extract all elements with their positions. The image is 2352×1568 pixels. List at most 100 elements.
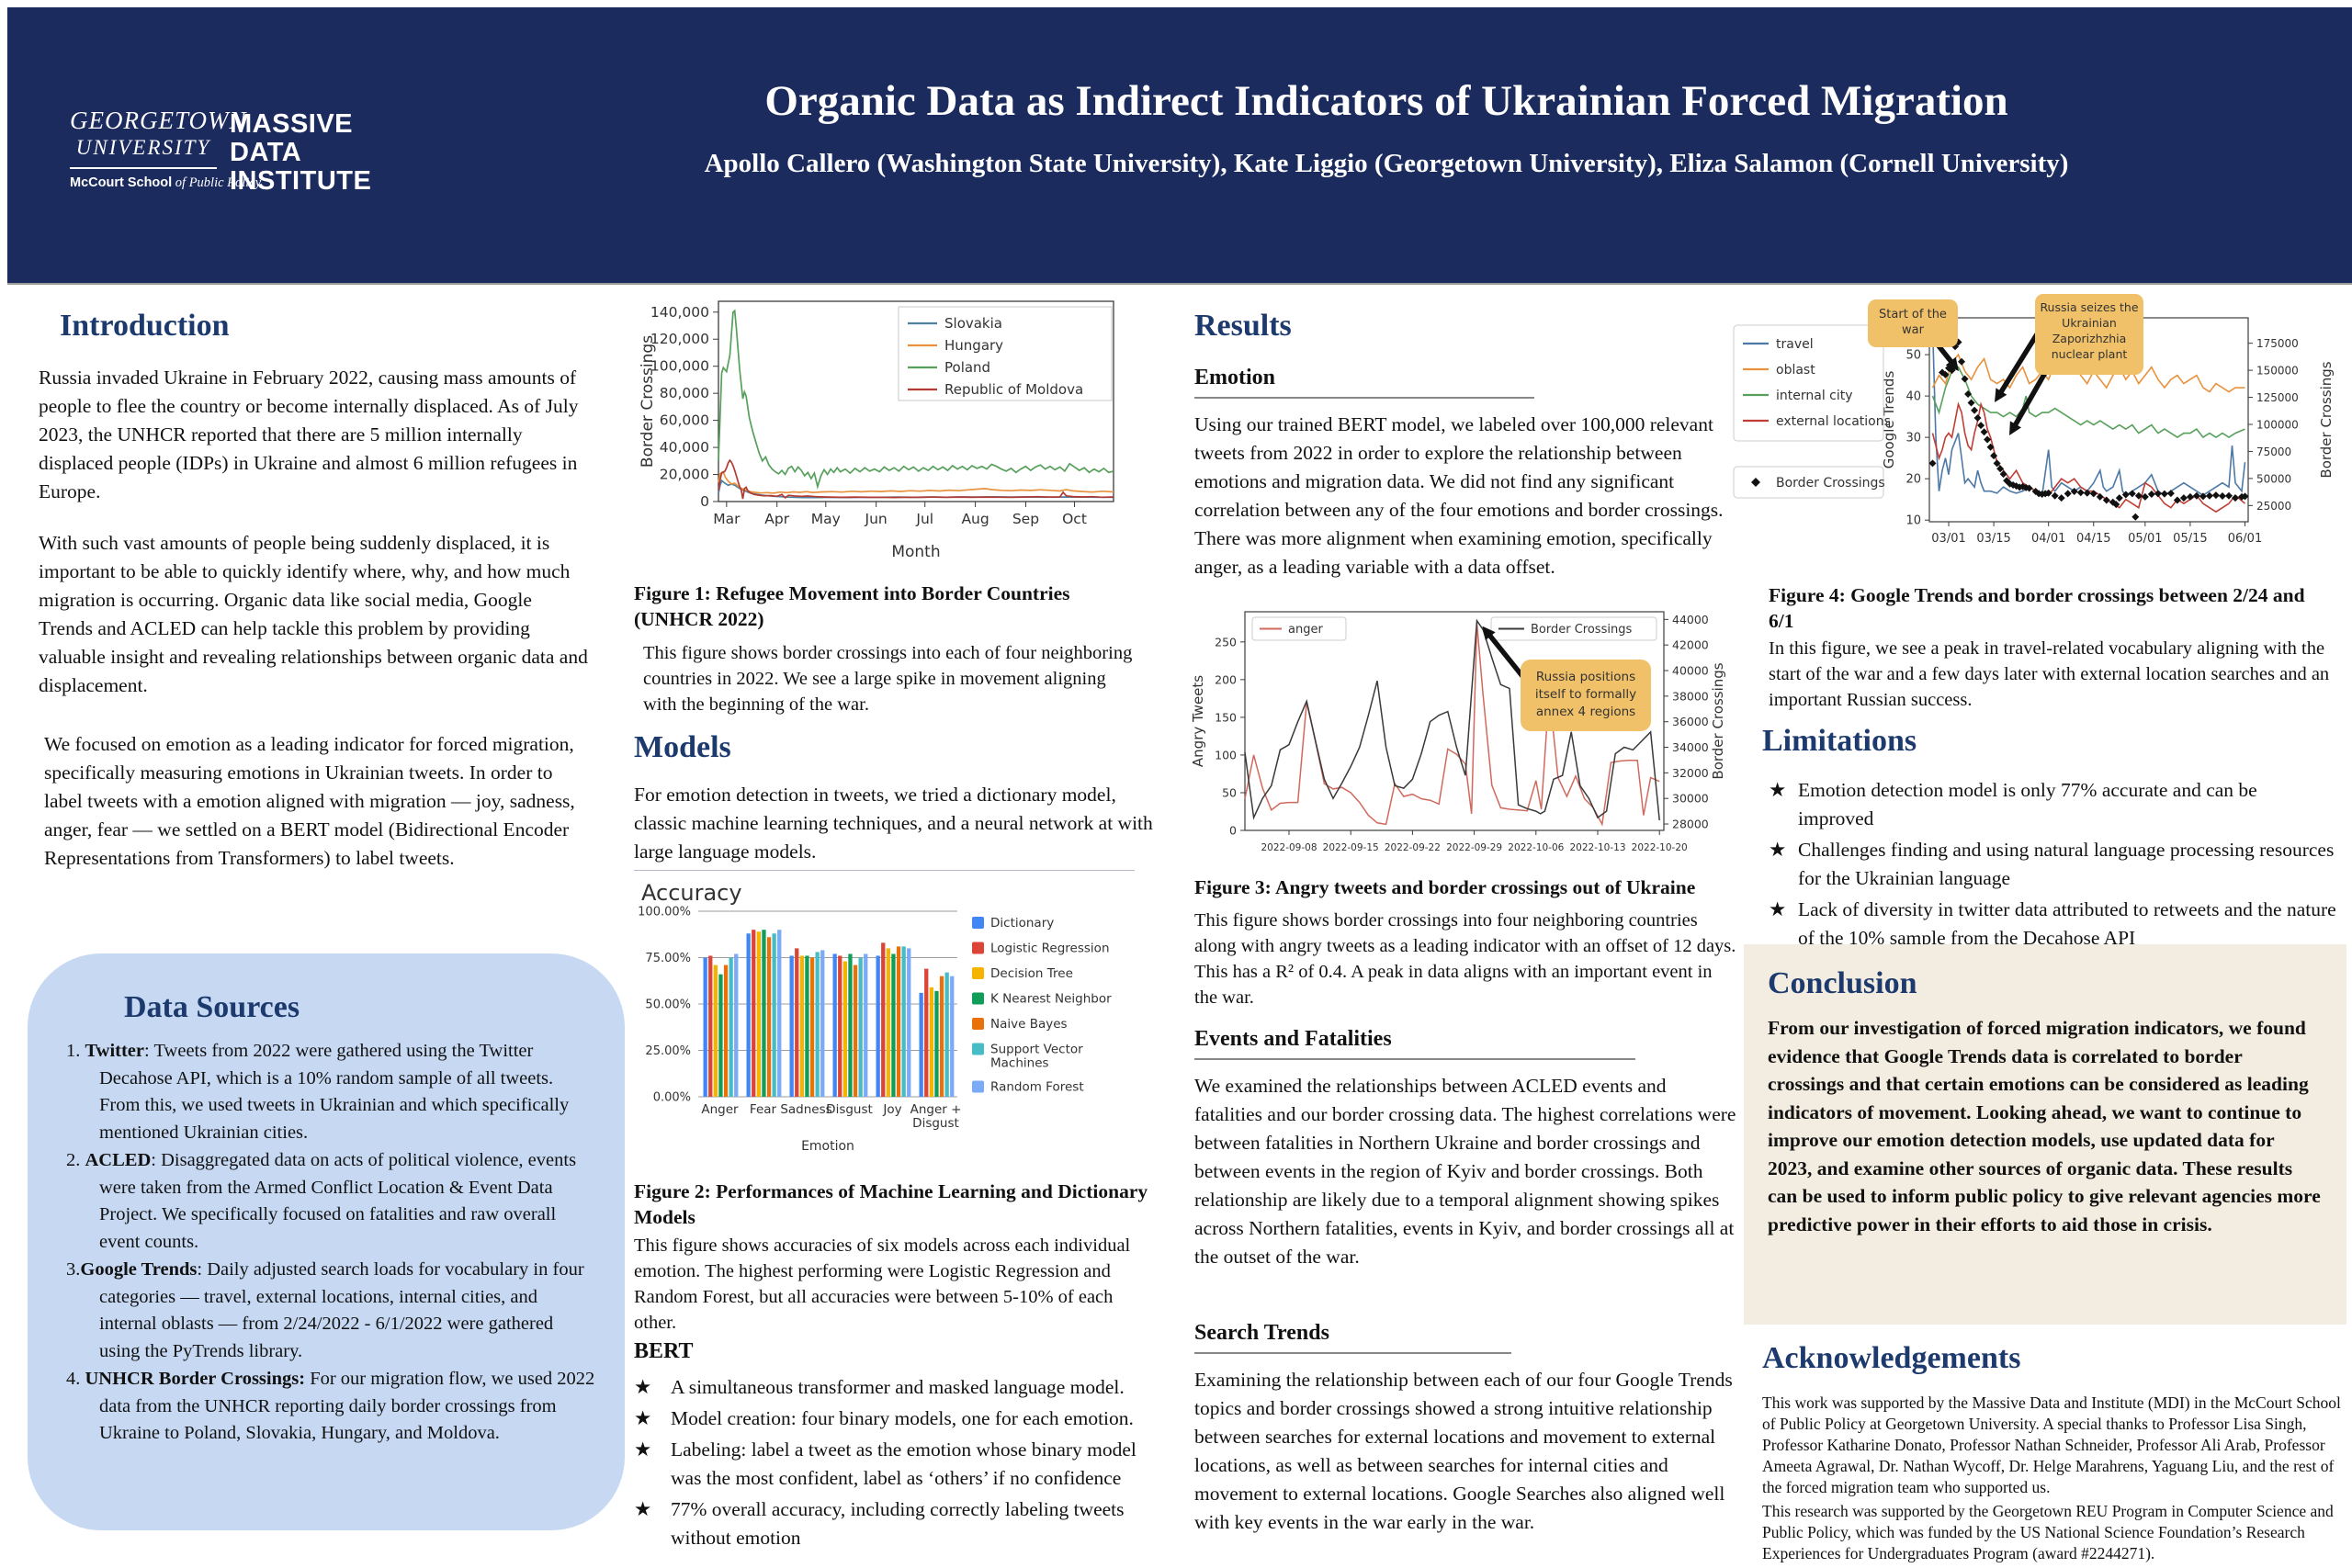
bert-bullet-3: ★ Labeling: label a tweet as the emotion … <box>634 1436 1165 1493</box>
svg-text:annex 4 regions: annex 4 regions <box>1536 705 1635 719</box>
models-paragraph: For emotion detection in tweets, we trie… <box>634 784 1153 863</box>
svg-text:travel: travel <box>1776 337 1814 352</box>
emotion-subheading: Emotion <box>1194 366 1534 399</box>
conclusion-paragraph: From our investigation of forced migrati… <box>1768 1017 2321 1235</box>
svg-text:Emotion: Emotion <box>801 1139 854 1154</box>
svg-text:2022-10-20: 2022-10-20 <box>1632 842 1688 853</box>
massive-data-institute-logo: MASSIVE DATA INSTITUTE <box>230 110 371 196</box>
svg-text:Disgust: Disgust <box>912 1116 959 1131</box>
svg-text:140,000: 140,000 <box>650 304 709 321</box>
svg-text:25000: 25000 <box>2256 500 2291 513</box>
svg-text:175000: 175000 <box>2256 337 2299 350</box>
svg-text:2022-10-13: 2022-10-13 <box>1569 842 1625 853</box>
svg-text:internal city: internal city <box>1776 389 1853 403</box>
svg-text:Border Crossings: Border Crossings <box>1776 476 1885 491</box>
poster-authors: Apollo Callero (Washington State Univers… <box>704 149 2069 178</box>
svg-text:250: 250 <box>1215 635 1237 649</box>
svg-text:100.00%: 100.00% <box>638 906 691 919</box>
svg-text:50: 50 <box>1905 349 1921 363</box>
svg-text:Aug: Aug <box>961 511 989 527</box>
svg-text:K Nearest Neighbor: K Nearest Neighbor <box>990 992 1112 1007</box>
figure3-dual-axis-chart: 0 50 100 150 200 250 28000 30000 32000 34000 36000… <box>1190 611 1726 853</box>
svg-text:42000: 42000 <box>1672 638 1709 652</box>
svg-text:80,000: 80,000 <box>660 385 709 401</box>
svg-text:2022-09-15: 2022-09-15 <box>1323 842 1379 853</box>
svg-text:05/15: 05/15 <box>2173 532 2207 546</box>
svg-text:Republic of Moldova: Republic of Moldova <box>944 381 1083 398</box>
svg-text:Apr: Apr <box>764 511 789 527</box>
conclusion-panel: Conclusion From our investigation of for… <box>1744 944 2346 1325</box>
figure4-caption-title: Figure 4: Google Trends and border cross… <box>1769 584 2305 632</box>
school-bold: McCourt School <box>70 175 173 190</box>
svg-text:100,000: 100,000 <box>650 358 709 375</box>
emotion-paragraph: Using our trained BERT model, we labeled… <box>1194 413 1724 578</box>
svg-text:36000: 36000 <box>1672 715 1709 728</box>
svg-text:75000: 75000 <box>2256 446 2291 458</box>
svg-text:2022-09-29: 2022-09-29 <box>1446 842 1502 853</box>
svg-text:03/15: 03/15 <box>1976 532 2010 546</box>
svg-text:oblast: oblast <box>1776 363 1815 378</box>
svg-text:Russia seizes the: Russia seizes the <box>2040 300 2138 314</box>
figure1-caption-title: Figure 1: Refugee Movement into Border C… <box>634 582 1070 630</box>
svg-text:Jul: Jul <box>915 511 933 527</box>
svg-text:150000: 150000 <box>2256 365 2299 378</box>
figure1-line-chart: 0 20,000 40,000 60,000 80,000 100,000 120,000 1… <box>639 300 1114 561</box>
svg-text:Russia positions: Russia positions <box>1536 670 1635 684</box>
search-trends-paragraph: Examining the relationship between each … <box>1194 1369 1733 1533</box>
star-icon: ★ <box>634 1498 652 1520</box>
school-italic: of Public Policy <box>175 175 262 190</box>
events-fatalities-paragraph: We examined the relationships between AC… <box>1194 1075 1736 1268</box>
svg-text:Logistic Regression: Logistic Regression <box>990 942 1110 956</box>
bert-bullet-1: ★ A simultaneous transformer and masked l… <box>634 1373 1165 1402</box>
introduction-heading: Introduction <box>60 309 230 343</box>
svg-text:50.00%: 50.00% <box>645 998 691 1012</box>
svg-text:Hungary: Hungary <box>944 337 1003 354</box>
svg-text:Border Crossings: Border Crossings <box>1710 662 1726 779</box>
svg-text:50: 50 <box>1222 785 1237 799</box>
star-icon: ★ <box>634 1438 652 1461</box>
poster-title: Organic Data as Indirect Indicators of U… <box>764 77 2008 125</box>
introduction-paragraph-1: Russia invaded Ukraine in February 2022,… <box>39 367 579 502</box>
svg-text:05/01: 05/01 <box>2128 532 2162 546</box>
svg-text:Border Crossings: Border Crossings <box>2318 361 2335 478</box>
svg-text:200: 200 <box>1215 672 1237 686</box>
limitations-heading: Limitations <box>1762 724 1917 758</box>
acknowledgements-paragraph-1: This work was supported by the Massive D… <box>1762 1393 2341 1496</box>
svg-text:Anger: Anger <box>701 1102 739 1117</box>
svg-text:Zaporizhzhia: Zaporizhzhia <box>2052 332 2127 345</box>
star-icon: ★ <box>1769 898 1787 920</box>
svg-text:Month: Month <box>891 543 940 561</box>
results-heading: Results <box>1194 309 1292 343</box>
svg-text:38000: 38000 <box>1672 689 1709 703</box>
svg-text:Ukrainian: Ukrainian <box>2062 316 2117 330</box>
svg-text:Machines: Machines <box>990 1056 1049 1071</box>
svg-text:Dictionary: Dictionary <box>990 916 1054 931</box>
svg-text:anger: anger <box>1288 623 1323 637</box>
svg-text:20: 20 <box>1905 473 1921 487</box>
svg-text:30000: 30000 <box>1672 792 1709 806</box>
figure4-trends-chart: 10 20 30 40 50 25000 50000 75000 100000 125000 150… <box>1733 294 2335 546</box>
title-block: Organic Data as Indirect Indicators of U… <box>448 77 2324 179</box>
svg-text:Sadness: Sadness <box>780 1102 831 1117</box>
svg-text:120,000: 120,000 <box>650 331 709 347</box>
svg-text:Angry Tweets: Angry Tweets <box>1190 675 1206 767</box>
svg-text:75.00%: 75.00% <box>645 952 691 965</box>
svg-text:itself to formally: itself to formally <box>1535 687 1636 702</box>
figure2-top-divider <box>634 870 1135 871</box>
georgetown-logo: GEORGETOWN UNIVERSITY McCourt School of … <box>70 107 261 191</box>
bert-heading: BERT <box>634 1339 694 1363</box>
search-trends-subheading: Search Trends <box>1194 1321 1511 1354</box>
svg-text:Naive Bayes: Naive Bayes <box>990 1017 1068 1032</box>
svg-text:40000: 40000 <box>1672 664 1709 678</box>
acknowledgements-paragraph-2: This research was supported by the Georg… <box>1762 1502 2334 1562</box>
data-sources-panel: Data Sources 1. Twitter: Tweets from 202… <box>28 953 625 1530</box>
svg-text:03/01: 03/01 <box>1931 532 1965 546</box>
svg-text:Anger +: Anger + <box>910 1102 962 1117</box>
svg-text:Jun: Jun <box>865 511 888 527</box>
svg-text:0.00%: 0.00% <box>653 1091 691 1105</box>
svg-text:50000: 50000 <box>2256 472 2291 485</box>
figure4-caption-body: In this figure, we see a peak in travel-… <box>1769 638 2330 710</box>
svg-text:Random Forest: Random Forest <box>990 1080 1084 1095</box>
bert-bullet-2: ★ Model creation: four binary models, one… <box>634 1404 1165 1433</box>
events-fatalities-subheading: Events and Fatalities <box>1194 1027 1635 1060</box>
